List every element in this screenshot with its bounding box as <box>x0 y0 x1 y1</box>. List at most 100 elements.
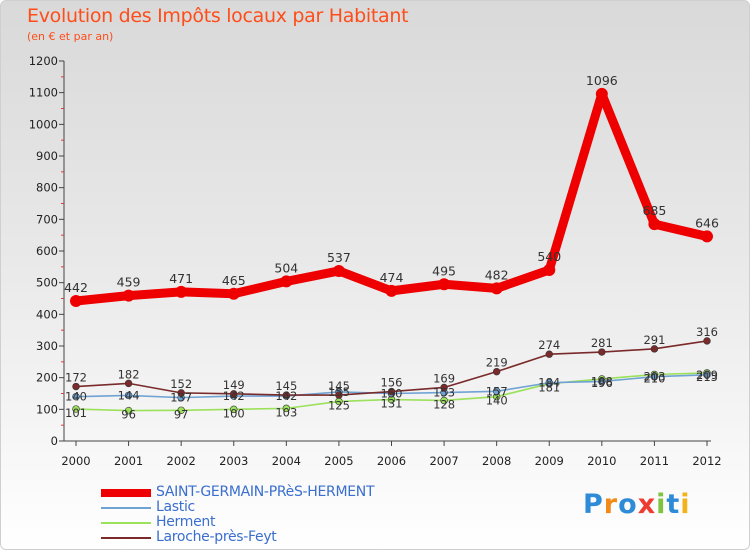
series-point-main <box>490 282 503 295</box>
data-label: 482 <box>485 267 509 282</box>
x-tick-label: 2011 <box>640 454 669 468</box>
series-point-main <box>543 264 556 276</box>
data-label: 142 <box>275 389 297 403</box>
series-point-3 <box>177 389 185 397</box>
series-point-1 <box>545 379 553 387</box>
legend-label-saint-germain: SAINT-GERMAIN-PRèS-HERMENT <box>156 484 375 500</box>
data-label: 685 <box>642 203 666 218</box>
series-point-1 <box>703 371 711 379</box>
legend-swatch-herment <box>101 522 151 524</box>
x-tick-label: 2012 <box>692 454 721 468</box>
series-point-1 <box>72 392 80 401</box>
x-tick-label: 2002 <box>167 454 196 468</box>
data-label: 145 <box>275 379 297 393</box>
data-label: 140 <box>486 394 508 408</box>
data-label: 96 <box>121 408 136 422</box>
series-point-3 <box>492 367 501 376</box>
data-label: 182 <box>118 367 140 381</box>
series-point-3 <box>282 391 291 399</box>
series-point-main <box>122 289 135 302</box>
data-label: 100 <box>223 406 245 420</box>
series-point-2 <box>282 404 291 413</box>
x-tick-label: 2006 <box>377 454 406 468</box>
logo-letter: i <box>656 489 667 520</box>
y-tick-label: 900 <box>36 149 58 163</box>
chart-title: Evolution des Impôts locaux par Habitant <box>27 5 409 27</box>
logo-letter: i <box>680 489 691 520</box>
series-point-2 <box>230 405 238 414</box>
data-label: 140 <box>65 390 87 404</box>
legend-swatch-laroche <box>101 537 151 539</box>
data-label: 215 <box>696 370 718 384</box>
series-point-3 <box>598 348 606 356</box>
data-label: 1096 <box>586 73 618 88</box>
data-label: 142 <box>223 389 245 403</box>
axes: 0 100 200 300 400 500 600 700 800 900 1000 1100 1200… <box>29 54 722 468</box>
series-point-main <box>280 275 293 288</box>
y-tick-label: 200 <box>36 371 58 385</box>
y-tick-label: 600 <box>36 244 58 258</box>
data-label: 196 <box>591 376 613 390</box>
series-point-main <box>70 295 82 308</box>
series-point-2 <box>440 396 448 405</box>
series-point-3 <box>72 382 80 391</box>
series-point-1 <box>650 373 659 381</box>
data-label: 172 <box>65 371 87 385</box>
logo-letter: r <box>603 489 619 520</box>
logo-letter: P <box>583 489 604 520</box>
data-label: 153 <box>433 386 455 400</box>
series-point-1 <box>598 377 606 386</box>
series-point-main <box>332 264 345 277</box>
data-label: 184 <box>538 376 560 390</box>
data-label: 169 <box>433 371 455 385</box>
series-point-main <box>595 87 608 100</box>
legend-label-herment: Herment <box>156 514 216 530</box>
series-point-3 <box>335 391 343 399</box>
proxiti-logo: Proxiti <box>583 489 691 520</box>
series-point-main <box>385 284 398 297</box>
data-label: 504 <box>274 260 298 275</box>
series-point-3 <box>124 379 133 388</box>
series-point-3 <box>545 350 553 358</box>
x-tick-label: 2003 <box>219 454 248 468</box>
data-label: 291 <box>643 333 665 347</box>
y-tick-label: 100 <box>36 402 58 416</box>
logo-letter: o <box>618 489 638 520</box>
series-point-main <box>701 230 713 243</box>
data-label: 203 <box>643 370 665 384</box>
data-label: 144 <box>118 388 140 402</box>
series-layer <box>70 87 713 415</box>
data-label: 103 <box>275 405 297 419</box>
chart-subtitle: (en € et par an) <box>27 30 114 43</box>
data-label: 316 <box>696 325 718 339</box>
x-tick-label: 2009 <box>535 454 564 468</box>
data-label: 274 <box>538 338 560 352</box>
y-tick-label: 400 <box>36 307 58 321</box>
series-point-2 <box>72 405 80 413</box>
series-point-main <box>175 285 188 298</box>
data-label: 181 <box>538 381 560 395</box>
data-label: 97 <box>174 407 189 421</box>
series-point-3 <box>230 390 238 398</box>
x-tick-label: 2001 <box>114 454 143 468</box>
series-point-3 <box>440 383 448 392</box>
series-point-main <box>648 218 661 231</box>
series-point-main <box>227 287 240 300</box>
series-point-main <box>438 278 451 291</box>
legend-label-lastic: Lastic <box>156 499 195 515</box>
data-label: 495 <box>432 263 456 278</box>
series-point-1 <box>124 391 133 400</box>
data-label: 155 <box>328 385 350 399</box>
data-label: 537 <box>327 250 351 265</box>
series-point-3 <box>387 387 396 396</box>
data-label: 465 <box>222 273 246 288</box>
logo-letter: t <box>666 489 681 520</box>
x-tick-label: 2010 <box>587 454 616 468</box>
series-point-3 <box>650 345 659 353</box>
data-label: 157 <box>486 384 508 398</box>
data-label: 459 <box>117 275 141 290</box>
legend-swatch-lastic <box>101 507 151 509</box>
y-tick-label: 700 <box>36 212 58 226</box>
data-label: 125 <box>328 398 350 412</box>
